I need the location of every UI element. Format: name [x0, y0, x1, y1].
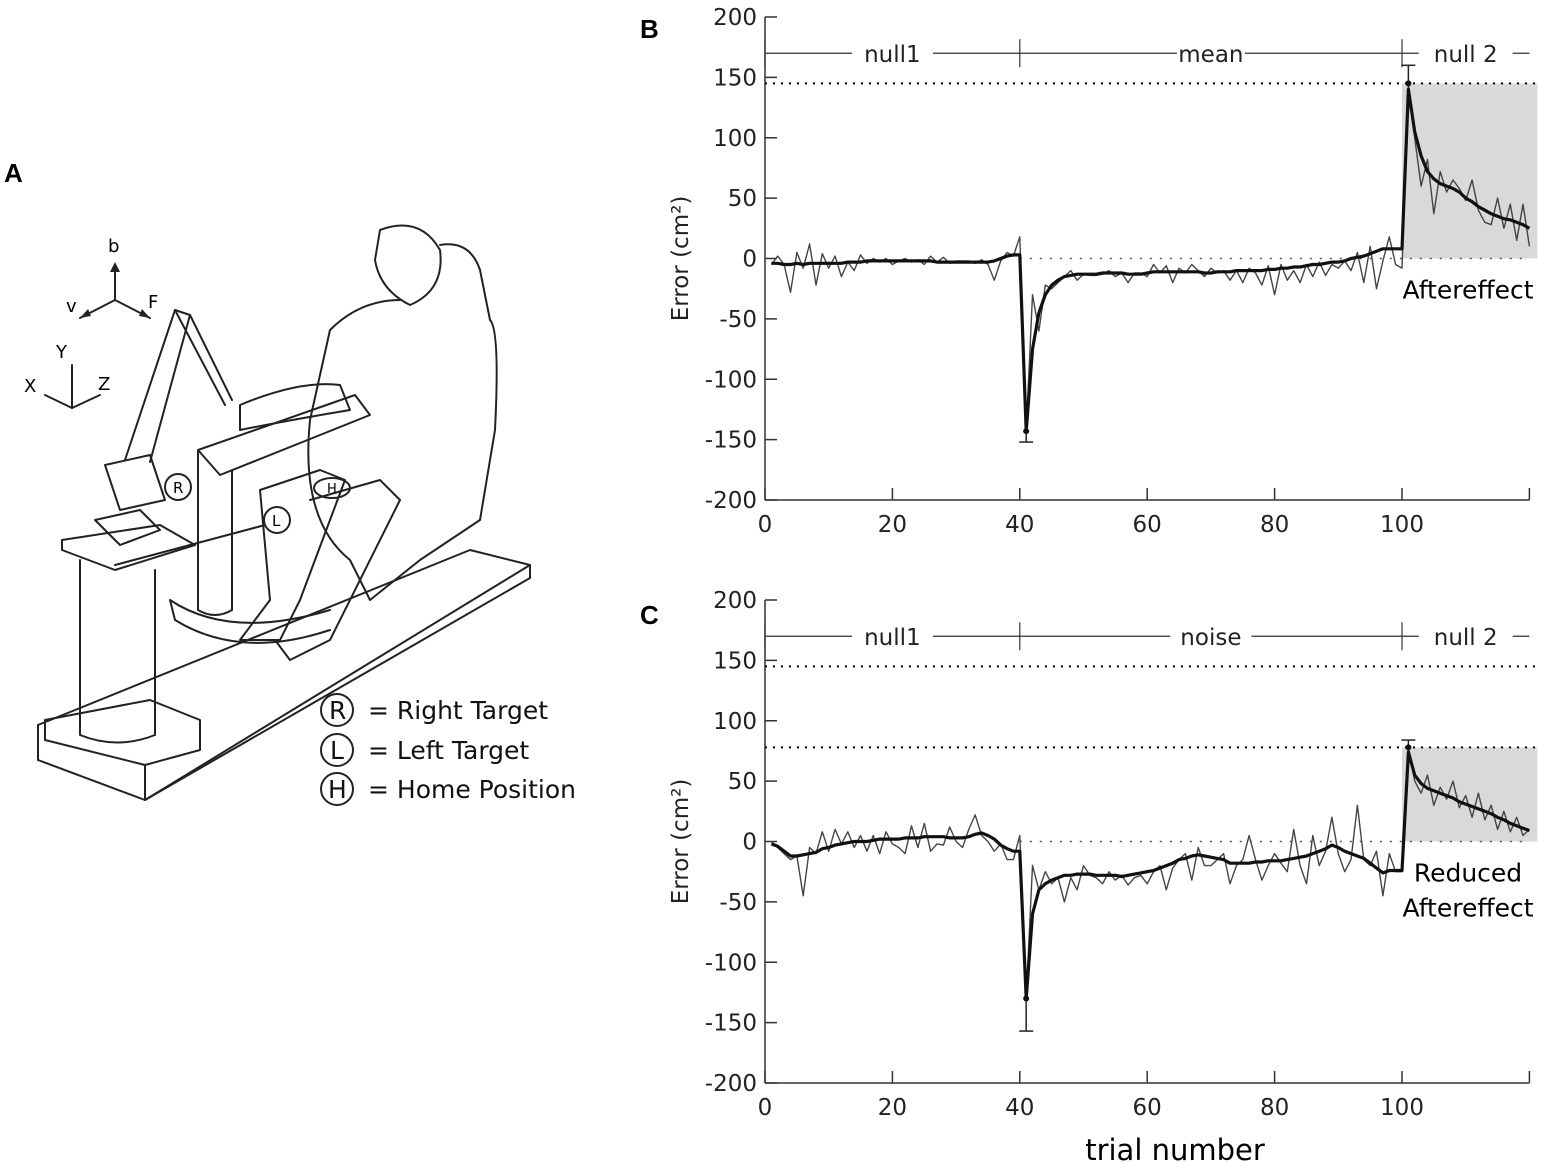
- error-bar-point: [1023, 995, 1030, 1002]
- x-tick-label: 100: [1380, 1095, 1424, 1121]
- legend-text: = Left Target: [368, 736, 529, 765]
- y-tick-label: -200: [705, 1071, 757, 1097]
- y-tick-label: 50: [728, 186, 757, 212]
- home-position-marker: H: [327, 482, 337, 497]
- x-tick-label: 0: [758, 512, 773, 538]
- legend-text: = Home Position: [368, 775, 576, 804]
- y-axis-letter: Y: [55, 342, 68, 363]
- left-target-marker: L: [272, 512, 281, 530]
- error-bar-point: [1405, 80, 1412, 87]
- y-tick-label: 200: [713, 5, 757, 31]
- panel-label: B: [640, 14, 659, 44]
- y-tick-label: 150: [713, 648, 757, 674]
- phase-label: null1: [864, 625, 921, 651]
- y-tick-label: 0: [742, 830, 757, 856]
- error-bar-point: [1023, 428, 1030, 435]
- y-axis-label: Error (cm²): [668, 779, 694, 905]
- legend-text: = Right Target: [368, 696, 548, 725]
- x-tick-label: 60: [1133, 1095, 1162, 1121]
- phase-label-bg: [851, 39, 933, 68]
- y-tick-label: 100: [713, 126, 757, 152]
- x-tick-label: 100: [1380, 512, 1424, 538]
- phase-label: null 2: [1434, 42, 1498, 68]
- error-bar-point: [1405, 744, 1412, 751]
- phase-label-bg: [851, 622, 933, 651]
- phase-label-bg: [1176, 39, 1245, 68]
- smoothed-error-series: [770, 750, 1530, 1001]
- phase-label-bg: [1418, 622, 1513, 651]
- aftereffect-annotation: Aftereffect: [1402, 894, 1533, 923]
- y-tick-label: -150: [705, 1011, 757, 1037]
- legend-symbol: H: [328, 775, 347, 804]
- x-axis-letter: X: [24, 376, 36, 397]
- y-tick-label: 100: [713, 709, 757, 735]
- legend-symbol: L: [330, 736, 344, 765]
- phase-label: null1: [864, 42, 921, 68]
- x-tick-label: 40: [1005, 512, 1034, 538]
- target-markers: R L H: [164, 473, 351, 534]
- y-tick-label: -200: [705, 488, 757, 514]
- right-target-marker: R: [173, 479, 183, 497]
- aftereffect-annotation: Reduced: [1414, 859, 1522, 888]
- y-tick-label: -50: [719, 307, 757, 333]
- y-tick-label: -100: [705, 950, 757, 976]
- x-axis-label: trial number: [1085, 1133, 1265, 1167]
- panel-a: A b v F Y X Z: [4, 158, 576, 806]
- phase-label-bg: [1418, 39, 1513, 68]
- x-tick-label: 40: [1005, 1095, 1034, 1121]
- panel-a-label: A: [4, 158, 23, 188]
- apparatus-illustration: [37, 224, 531, 801]
- smoothed-error-series: [771, 87, 1531, 433]
- legend-left-target: L = Left Target: [320, 733, 529, 767]
- aftereffect-annotation: Aftereffect: [1402, 276, 1533, 305]
- x-tick-label: 20: [878, 512, 907, 538]
- phase-label: mean: [1178, 42, 1243, 68]
- y-tick-label: 50: [728, 769, 757, 795]
- z-axis-letter: Z: [98, 374, 110, 395]
- phase-label: noise: [1180, 625, 1241, 651]
- x-tick-label: 20: [878, 1095, 907, 1121]
- force-axes-icon: b v F Y X Z: [24, 236, 158, 409]
- y-tick-label: -50: [719, 890, 757, 916]
- x-tick-label: 80: [1260, 512, 1289, 538]
- panel-label: C: [640, 600, 659, 630]
- y-tick-label: 150: [713, 65, 757, 91]
- phase-label-bg: [1170, 622, 1252, 651]
- x-tick-label: 80: [1260, 1095, 1289, 1121]
- f-axis-letter: F: [148, 292, 158, 313]
- shaded-region: [1402, 83, 1538, 259]
- legend-home-position: H = Home Position: [320, 772, 576, 806]
- y-tick-label: 0: [742, 247, 757, 273]
- legend-symbol: R: [329, 696, 346, 725]
- legend-right-target: R = Right Target: [320, 693, 548, 727]
- v-axis-letter: v: [66, 296, 77, 317]
- y-tick-label: -150: [705, 428, 757, 454]
- x-tick-label: 0: [758, 1095, 773, 1121]
- b-axis-letter: b: [108, 236, 119, 257]
- panel-a-legend: R = Right Target L = Left Target H = Hom…: [320, 693, 576, 806]
- y-axis-label: Error (cm²): [668, 196, 694, 322]
- phase-label: null 2: [1434, 625, 1498, 651]
- y-tick-label: -100: [705, 367, 757, 393]
- x-tick-label: 60: [1133, 512, 1162, 538]
- y-tick-label: 200: [713, 588, 757, 614]
